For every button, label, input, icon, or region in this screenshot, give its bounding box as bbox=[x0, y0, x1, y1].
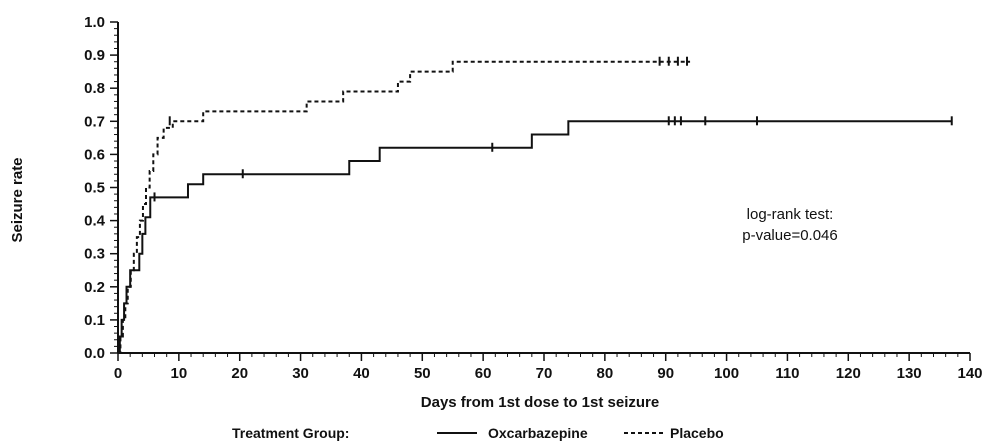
y-tick-label: 0.0 bbox=[84, 345, 105, 362]
x-axis-title: Days from 1st dose to 1st seizure bbox=[421, 394, 659, 411]
annotation-line-1: log-rank test: bbox=[747, 206, 834, 223]
legend: Treatment Group: Oxcarbazepine Placebo bbox=[232, 425, 724, 441]
y-tick-label: 0.3 bbox=[84, 246, 105, 263]
series-line-placebo bbox=[118, 60, 691, 354]
y-axis-title: Seizure rate bbox=[9, 157, 26, 242]
legend-title: Treatment Group: bbox=[232, 425, 349, 441]
x-tick-label: 80 bbox=[597, 365, 614, 382]
y-tick-label: 0.6 bbox=[84, 146, 105, 163]
x-tick-label: 40 bbox=[353, 365, 370, 382]
x-tick-label: 120 bbox=[836, 365, 861, 382]
x-tick-label: 50 bbox=[414, 365, 431, 382]
x-tick-label: 110 bbox=[775, 365, 799, 382]
y-tick-label: 0.2 bbox=[84, 279, 105, 296]
y-tick-label: 0.5 bbox=[84, 180, 105, 197]
y-tick-label: 1.0 bbox=[84, 14, 105, 31]
x-tick-label: 140 bbox=[957, 365, 982, 382]
plot-area: 0.0 0.1 0.2 0.3 0.4 0.5 0.6 0.7 0.8 0.9 1.0 0 10 20 30… bbox=[84, 14, 982, 382]
x-tick-label: 30 bbox=[292, 365, 309, 382]
x-tick-label: 90 bbox=[657, 365, 674, 382]
x-tick-label: 10 bbox=[171, 365, 188, 382]
series-line-oxcarbazepine bbox=[118, 120, 952, 354]
x-tick-label: 60 bbox=[475, 365, 492, 382]
y-tick-label: 0.9 bbox=[84, 47, 105, 64]
annotation-line-2: p-value=0.046 bbox=[742, 227, 838, 244]
x-tick-label: 100 bbox=[714, 365, 739, 382]
y-tick-label: 0.8 bbox=[84, 80, 105, 97]
y-tick-label: 0.7 bbox=[84, 113, 105, 130]
y-tick-label: 0.1 bbox=[84, 312, 105, 329]
x-tick-label: 130 bbox=[897, 365, 922, 382]
y-tick-label: 0.4 bbox=[84, 213, 106, 230]
x-tick-label: 20 bbox=[231, 365, 248, 382]
x-tick-label: 70 bbox=[536, 365, 553, 382]
legend-label-placebo: Placebo bbox=[670, 425, 724, 441]
x-tick-label: 0 bbox=[114, 365, 122, 382]
legend-label-oxcarbazepine: Oxcarbazepine bbox=[488, 425, 588, 441]
